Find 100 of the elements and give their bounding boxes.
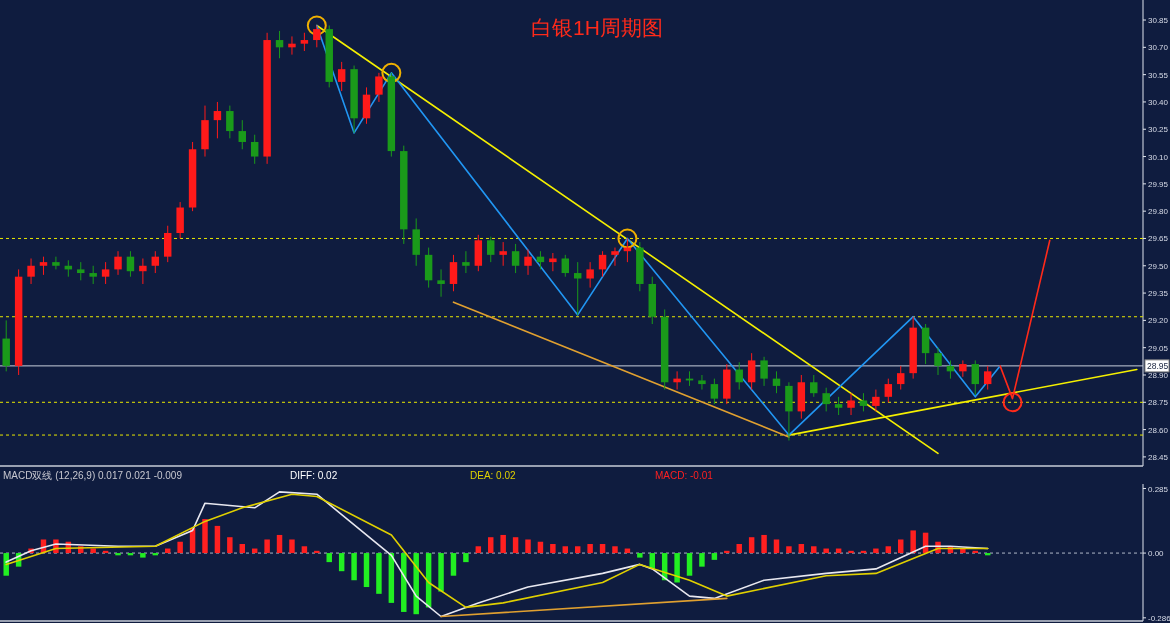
bar: [351, 553, 357, 581]
bar: [873, 548, 879, 554]
y-tick-label: 30.85: [1148, 16, 1169, 26]
candlestick: [822, 387, 830, 412]
bar: [587, 544, 593, 554]
candlestick: [735, 361, 743, 391]
candlestick: [27, 257, 35, 285]
bar: [637, 553, 643, 558]
candlestick: [698, 374, 706, 391]
candlestick: [897, 365, 905, 391]
candlestick: [213, 101, 222, 139]
bar: [699, 553, 705, 567]
ref-line-label: 28.95: [1147, 361, 1169, 372]
candlestick: [126, 250, 135, 278]
y-tick-label: -0.286: [1148, 613, 1170, 623]
y-tick-label: 29.95: [1148, 179, 1169, 189]
bar: [488, 537, 494, 554]
bar: [848, 550, 854, 554]
bar: [550, 544, 556, 554]
bar: [823, 548, 829, 554]
bar: [724, 550, 730, 554]
candlestick: [772, 370, 781, 394]
candlestick: [275, 30, 284, 59]
bar: [326, 553, 332, 563]
y-tick-label: 29.20: [1148, 316, 1169, 326]
bar: [90, 548, 96, 554]
bar: [512, 537, 519, 554]
candlestick: [872, 389, 880, 412]
candlestick: [549, 252, 557, 272]
bar: [314, 550, 320, 554]
candlestick: [89, 265, 97, 285]
candlestick: [810, 374, 818, 398]
bar: [674, 553, 680, 583]
y-tick-label: 30.10: [1148, 152, 1169, 162]
point: [381, 62, 402, 83]
y-tick-label: 0.00: [1148, 549, 1165, 559]
candlestick: [524, 248, 532, 276]
y-tick-label: 30.55: [1148, 70, 1169, 80]
bar: [140, 553, 146, 558]
bar: [177, 541, 183, 554]
candlestick: [487, 236, 495, 263]
candlestick: [437, 268, 445, 298]
y-tick-label: 29.05: [1148, 343, 1169, 353]
bar: [898, 539, 904, 554]
candlestick: [934, 347, 942, 376]
candlestick: [983, 365, 992, 391]
candlestick: [499, 241, 507, 267]
bar: [711, 553, 718, 560]
bar: [450, 553, 457, 576]
candlestick: [226, 105, 234, 139]
bar: [599, 544, 606, 554]
y-tick-label: 29.65: [1148, 234, 1169, 244]
bar: [773, 539, 780, 554]
bar: [289, 539, 295, 554]
candlestick: [313, 24, 321, 48]
point: [306, 15, 327, 36]
bar: [736, 544, 742, 554]
bar: [475, 546, 482, 554]
y-tick-label: 28.75: [1148, 398, 1169, 408]
candlestick: [449, 254, 458, 292]
bar: [202, 519, 208, 554]
candlestick: [101, 261, 110, 285]
bar: [227, 537, 233, 554]
candlestick: [52, 256, 60, 270]
candlestick: [39, 256, 48, 276]
candlestick: [164, 225, 172, 263]
candlestick: [760, 356, 768, 387]
candlestick: [710, 378, 719, 405]
candlestick: [611, 247, 619, 267]
candlestick: [337, 61, 346, 92]
candlestick: [375, 72, 383, 103]
text: DEA: 0.02: [470, 470, 517, 481]
bar: [811, 546, 817, 554]
bar: [264, 539, 270, 554]
candlestick: [959, 359, 967, 378]
bar: [910, 530, 916, 554]
bar: [276, 534, 283, 554]
point: [617, 228, 638, 249]
bar: [239, 544, 245, 554]
bar: [525, 539, 531, 554]
bar: [363, 553, 370, 588]
candlestick: [511, 243, 520, 274]
candlestick: [859, 392, 868, 412]
y-tick-label: 28.45: [1148, 452, 1169, 462]
candlestick: [884, 378, 893, 403]
text: MACD: -0.01: [655, 470, 714, 481]
candlestick: [971, 359, 979, 396]
y-tick-label: 28.60: [1148, 425, 1169, 435]
bar: [438, 553, 444, 592]
candlestick: [598, 250, 607, 278]
bar: [301, 546, 308, 554]
candlestick: [362, 86, 371, 125]
bar: [413, 553, 419, 615]
bar: [338, 553, 345, 572]
y-tick-label: 29.35: [1148, 289, 1169, 299]
candlestick: [114, 250, 122, 276]
point: [1002, 392, 1023, 413]
bar: [500, 534, 506, 554]
text: 白银1H周期图: [531, 16, 663, 39]
y-tick-label: 0.285: [1148, 484, 1169, 494]
